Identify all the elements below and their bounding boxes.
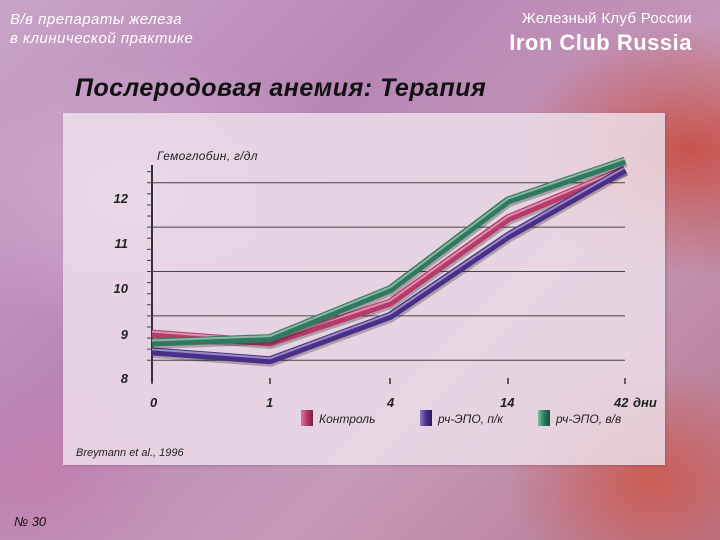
x-tick-label: 42	[614, 395, 629, 410]
chart-ylabel: Гемоглобин, г/дл	[157, 149, 258, 163]
y-tick-label: 10	[113, 281, 128, 296]
slide-title: Послеродовая анемия: Терапия	[75, 74, 487, 102]
y-tick-label: 11	[114, 236, 129, 251]
slide-number: № 30	[14, 514, 47, 529]
chart-grid	[147, 165, 626, 384]
header-subtitle: В/в препараты железа в клинической практ…	[10, 10, 290, 48]
legend-item-control: Контроль	[301, 410, 411, 428]
series-line	[151, 165, 627, 365]
source-citation: Breymann et al., 1996	[76, 447, 184, 459]
organization-name: Железный Клуб России	[521, 10, 692, 27]
organization-brand: Iron Club Russia	[509, 30, 692, 55]
legend-item-iv-epo: рч-ЭПО, в/в	[538, 410, 648, 428]
chart-series	[151, 156, 629, 367]
series-highlight	[151, 157, 626, 342]
series-highlight	[151, 166, 626, 360]
legend-label: рч-ЭПО, п/к	[438, 412, 503, 426]
y-tick-label: 8	[120, 371, 128, 386]
header-subtitle-line1: В/в препараты железа	[10, 11, 183, 28]
y-tick-label: 9	[120, 327, 128, 342]
legend-swatch	[301, 410, 313, 426]
x-tick-label: 0	[150, 395, 158, 410]
series-line	[151, 156, 627, 347]
legend-item-sc-epo: рч-ЭПО, п/к	[420, 410, 530, 428]
x-tick-label: 4	[387, 395, 395, 410]
x-tick-label: 14	[500, 395, 515, 410]
legend-label: рч-ЭПО, в/в	[556, 412, 622, 426]
x-axis-unit: дни	[633, 395, 657, 410]
legend-swatch	[420, 410, 432, 426]
legend-swatch	[538, 410, 550, 426]
x-tick-label: 1	[266, 395, 274, 410]
header-subtitle-line2: в клинической практике	[10, 30, 194, 47]
chart-panel	[63, 113, 665, 465]
y-tick-label: 12	[113, 191, 128, 206]
legend-label: Контроль	[319, 412, 376, 426]
